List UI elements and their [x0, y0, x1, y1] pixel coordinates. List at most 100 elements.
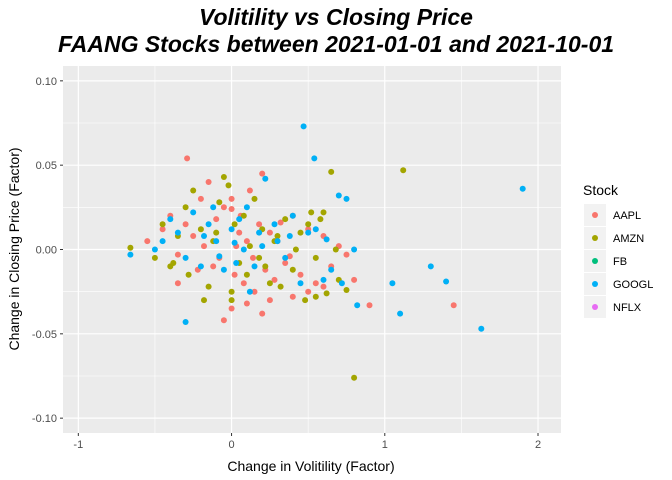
x-axis-title: Change in Volitility (Factor) [227, 458, 394, 474]
data-point-amzn [216, 199, 223, 206]
data-point-amzn [182, 204, 189, 211]
y-axis-title: Change in Closing Price (Factor) [6, 147, 22, 350]
data-point-googl [443, 278, 450, 285]
chart-subtitle-line: FAANG Stocks between 2021-01-01 and 2021… [58, 31, 614, 57]
y-tick-label: 0.05 [36, 160, 57, 172]
data-point-aapl [282, 260, 289, 266]
legend-item-fb: FB [584, 250, 627, 272]
data-point-googl [343, 195, 350, 202]
data-point-amzn [305, 221, 312, 228]
data-point-googl [282, 254, 289, 261]
data-point-aapl [450, 302, 457, 309]
data-point-googl [174, 229, 181, 236]
data-point-googl [236, 216, 243, 223]
data-point-aapl [305, 288, 312, 295]
data-point-aapl [213, 216, 220, 223]
data-point-googl [300, 123, 307, 130]
data-point-googl [312, 226, 319, 233]
data-point-aapl [174, 251, 181, 258]
data-point-amzn [159, 221, 166, 228]
legend-label: AAPL [613, 210, 641, 222]
data-point-aapl [343, 251, 350, 258]
y-tick-label: -0.05 [32, 329, 57, 341]
data-point-googl [228, 226, 235, 233]
data-point-googl [427, 263, 434, 270]
data-point-googl [286, 233, 293, 239]
data-point-aapl [277, 219, 284, 226]
data-point-googl [351, 246, 358, 253]
data-point-amzn [328, 168, 335, 175]
data-points [127, 123, 526, 381]
legend: Stock AAPL AMZN FB GOOGL NFLX [583, 182, 653, 318]
data-point-amzn [292, 246, 299, 253]
data-point-aapl [266, 297, 273, 304]
data-point-amzn [243, 271, 250, 278]
data-point-googl [159, 238, 166, 245]
data-point-googl [335, 192, 342, 199]
data-point-googl [519, 185, 526, 192]
data-point-aapl [182, 221, 189, 228]
data-point-googl [323, 236, 330, 243]
data-point-amzn [220, 174, 227, 180]
data-point-googl [216, 253, 223, 260]
data-point-googl [338, 280, 345, 287]
legend-item-amzn: AMZN [584, 227, 644, 249]
legend-swatch [592, 281, 598, 287]
data-point-googl [210, 204, 217, 211]
data-point-googl [240, 246, 247, 253]
legend-item-nflx: NFLX [584, 296, 642, 318]
data-point-googl [320, 276, 327, 283]
x-tick-label: 1 [382, 439, 388, 451]
legend-item-googl: GOOGL [584, 273, 653, 295]
data-point-amzn [127, 244, 134, 251]
data-point-amzn [185, 271, 192, 278]
data-point-googl [167, 216, 174, 223]
data-point-aapl [201, 243, 207, 250]
data-point-amzn [351, 374, 358, 381]
y-axis-ticks: -0.10 -0.05 0.00 0.05 0.10 [32, 76, 63, 425]
data-point-amzn [274, 233, 281, 239]
data-point-googl [213, 238, 220, 245]
data-point-aapl [289, 293, 296, 300]
data-point-googl [328, 266, 335, 273]
data-point-aapl [144, 238, 151, 245]
data-point-googl [354, 302, 361, 309]
legend-swatch [592, 235, 598, 241]
data-point-aapl [228, 305, 235, 312]
legend-label: AMZN [613, 233, 644, 245]
legend-label: FB [613, 256, 627, 268]
data-point-aapl [210, 263, 217, 270]
data-point-googl [220, 266, 227, 273]
data-point-aapl [246, 187, 253, 194]
data-point-googl [182, 254, 189, 261]
data-point-googl [231, 239, 238, 246]
data-point-amzn [228, 288, 235, 295]
data-point-googl [190, 209, 197, 216]
data-point-amzn [400, 167, 407, 174]
data-point-aapl [297, 271, 304, 278]
data-point-aapl [259, 310, 266, 317]
data-point-amzn [205, 283, 212, 290]
x-tick-label: 2 [535, 439, 541, 451]
data-point-aapl [228, 195, 235, 202]
data-point-aapl [159, 226, 166, 233]
data-point-amzn [262, 263, 269, 270]
data-point-amzn [332, 246, 339, 253]
legend-title: Stock [583, 182, 619, 198]
data-point-aapl [205, 179, 212, 185]
data-point-aapl [197, 195, 204, 202]
data-point-googl [271, 221, 278, 228]
y-tick-label: 0.00 [36, 245, 57, 257]
x-axis-ticks: -1 0 1 2 [73, 433, 541, 451]
data-point-googl [243, 204, 250, 211]
data-point-amzn [190, 187, 197, 194]
data-point-amzn [170, 260, 177, 266]
data-point-googl [205, 221, 212, 228]
data-point-aapl [250, 254, 256, 261]
data-point-aapl [236, 229, 243, 236]
data-point-amzn [213, 229, 220, 236]
legend-label: NFLX [613, 302, 642, 314]
chart-title: Volitility vs Closing Price FAANG Stocks… [58, 4, 614, 57]
legend-swatch [592, 258, 598, 264]
